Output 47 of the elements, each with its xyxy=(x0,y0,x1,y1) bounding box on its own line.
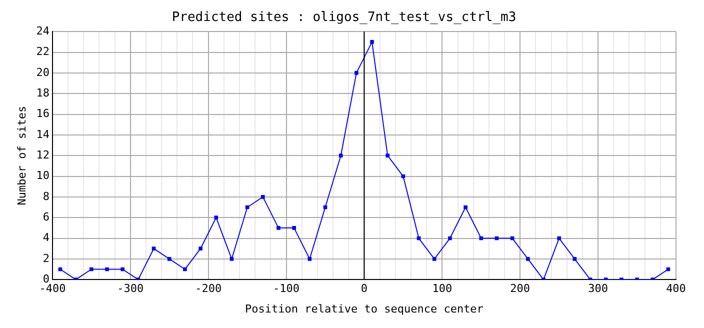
y-tick-label: 18 xyxy=(36,86,50,100)
x-tick-label: -300 xyxy=(117,282,144,296)
point xyxy=(526,257,530,261)
point xyxy=(557,236,561,240)
point xyxy=(292,226,296,230)
point xyxy=(120,267,125,272)
y-tick-label: 14 xyxy=(36,128,50,141)
point xyxy=(572,257,577,261)
x-axis-title: Position relative to sequence center xyxy=(245,302,484,316)
point xyxy=(214,216,218,220)
point xyxy=(230,257,234,261)
x-tick-label: -200 xyxy=(195,282,222,296)
point xyxy=(338,154,343,158)
point xyxy=(448,236,452,240)
point xyxy=(198,246,202,251)
x-tick-label: 300 xyxy=(588,282,608,296)
point xyxy=(354,71,358,75)
point xyxy=(432,257,436,261)
y-tick-label: 20 xyxy=(36,66,50,79)
y-axis-title: Number of sites xyxy=(15,106,28,206)
x-tick-label: 0 xyxy=(360,282,368,296)
y-tick-label: 6 xyxy=(42,210,50,224)
point xyxy=(167,257,172,261)
y-tick-label: 8 xyxy=(42,190,50,203)
y-tick-label: 22 xyxy=(36,45,50,58)
point xyxy=(276,226,280,230)
point xyxy=(386,154,390,158)
point xyxy=(260,195,265,199)
x-tick-label: 200 xyxy=(510,282,530,296)
point xyxy=(183,267,187,272)
chart-title: Predicted sites : oligos_7nt_test_vs_ctrl_m3 xyxy=(172,10,516,26)
y-tick-label: 12 xyxy=(36,148,50,162)
point xyxy=(308,257,312,261)
point xyxy=(152,246,156,251)
point xyxy=(370,40,374,44)
point xyxy=(90,267,94,272)
x-tick-label: -100 xyxy=(273,282,300,296)
point xyxy=(105,267,109,272)
y-tick-label: 16 xyxy=(36,107,50,120)
x-tick-label: 400 xyxy=(666,282,686,296)
y-tick-label: 10 xyxy=(36,169,50,182)
y-tick-label: 2 xyxy=(42,252,50,265)
y-tick-label: 4 xyxy=(42,231,50,244)
y-tick-label: 24 xyxy=(36,24,50,38)
point xyxy=(479,236,484,240)
point xyxy=(464,205,468,210)
x-tick-label: 100 xyxy=(432,282,452,296)
